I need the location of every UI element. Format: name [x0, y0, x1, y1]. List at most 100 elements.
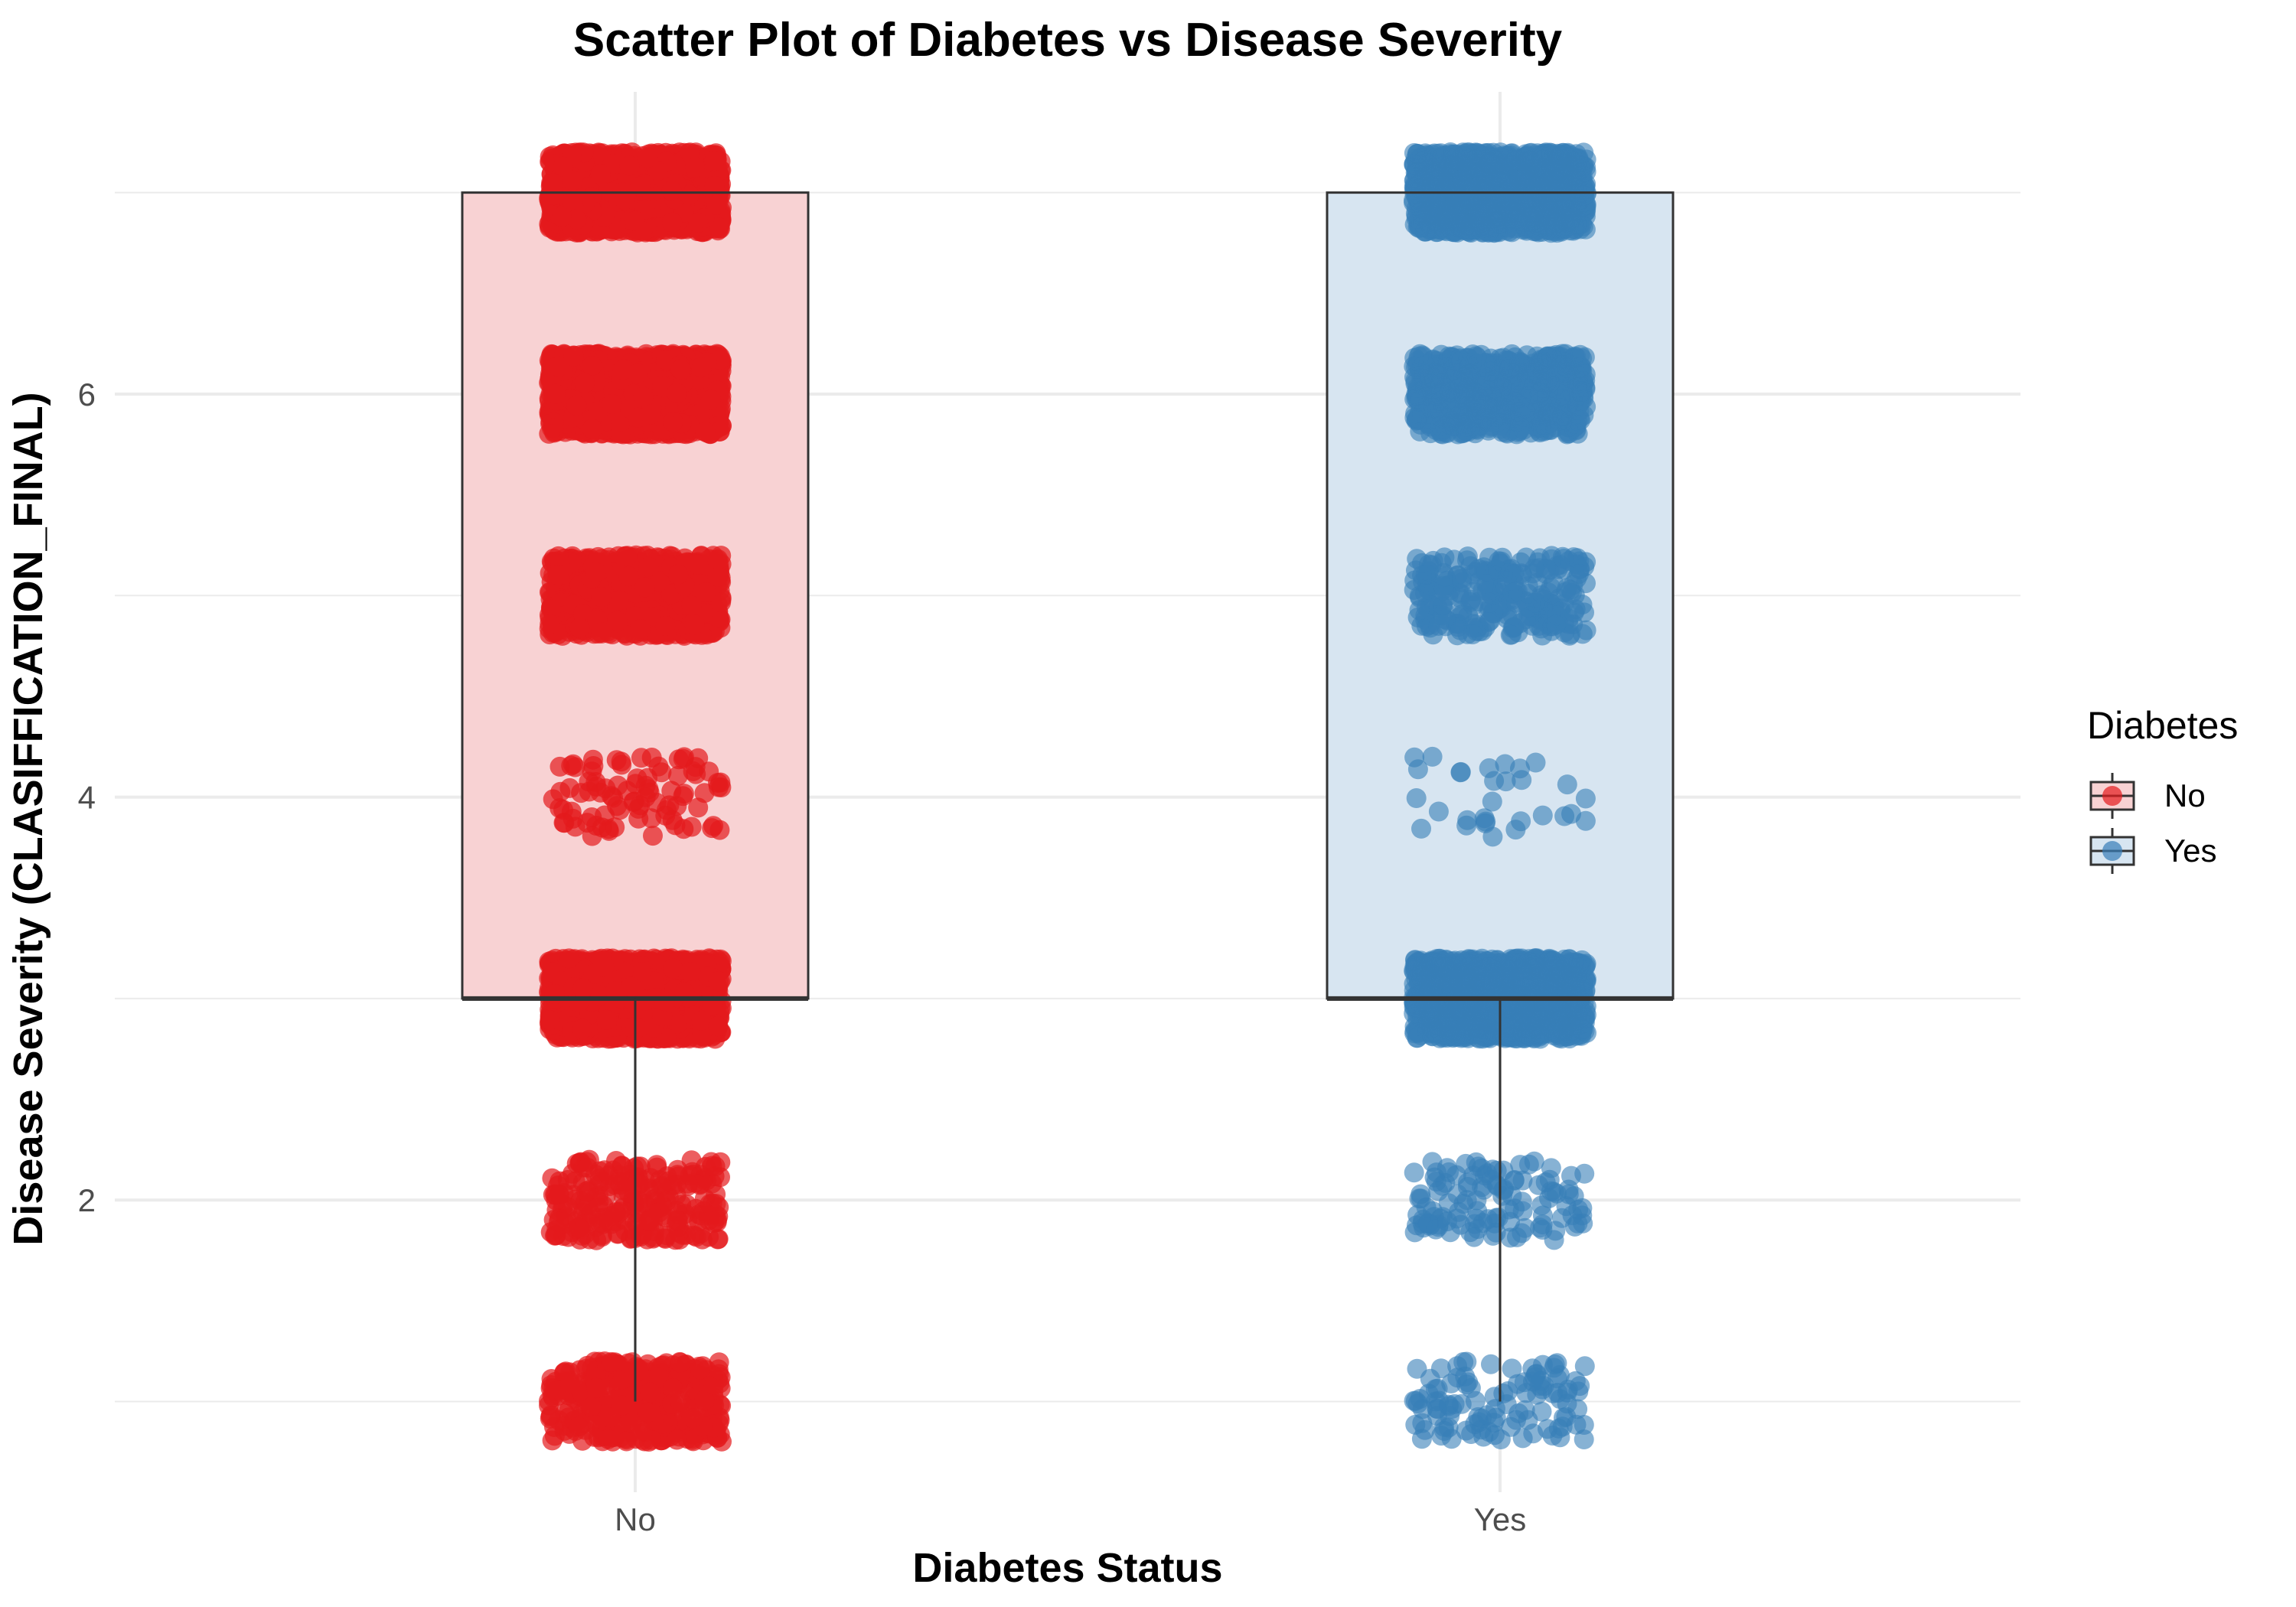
- data-point: [647, 1157, 667, 1178]
- data-point: [708, 1359, 729, 1380]
- data-point: [680, 962, 701, 983]
- data-point: [591, 587, 612, 608]
- data-point: [663, 958, 683, 979]
- data-point: [632, 1421, 653, 1442]
- data-point: [668, 564, 689, 585]
- data-point: [648, 1367, 669, 1388]
- data-point: [640, 404, 660, 425]
- data-point: [638, 556, 659, 577]
- data-point: [566, 395, 587, 416]
- data-point: [559, 948, 579, 969]
- data-point: [688, 554, 709, 575]
- data-point: [569, 618, 590, 638]
- data-point: [637, 1403, 657, 1423]
- data-point: [586, 816, 607, 836]
- data-point: [544, 984, 565, 1004]
- data-point: [572, 978, 593, 999]
- data-point: [540, 614, 560, 634]
- data-point: [633, 386, 654, 407]
- data-point: [540, 1408, 560, 1429]
- data-point: [559, 1373, 580, 1393]
- data-point: [670, 1391, 690, 1412]
- data-point: [708, 1016, 729, 1036]
- data-point: [656, 1208, 677, 1228]
- data-point: [691, 357, 712, 378]
- data-point: [681, 595, 702, 616]
- data-point: [549, 356, 569, 376]
- data-point: [708, 971, 729, 992]
- data-point: [631, 619, 651, 639]
- data-point: [550, 756, 570, 777]
- data-point: [710, 772, 731, 793]
- data-point: [582, 419, 602, 439]
- data-point: [643, 826, 663, 846]
- data-point: [673, 784, 694, 804]
- data-point: [583, 756, 604, 776]
- data-point: [618, 566, 639, 587]
- data-point: [574, 373, 595, 393]
- data-point: [611, 751, 631, 772]
- data-point: [688, 797, 709, 818]
- data-point: [548, 565, 569, 585]
- data-point: [656, 1191, 677, 1212]
- data-point: [689, 1211, 709, 1232]
- data-point: [553, 813, 574, 833]
- data-point: [707, 1210, 727, 1231]
- data-point: [667, 383, 687, 403]
- data-point: [667, 1429, 687, 1450]
- data-point: [577, 1157, 598, 1178]
- data-point: [673, 747, 694, 768]
- data-point: [600, 1407, 621, 1428]
- data-point: [601, 1351, 621, 1372]
- data-point: [585, 562, 606, 582]
- data-point: [598, 1429, 618, 1449]
- data-point: [628, 1360, 649, 1380]
- data-point: [617, 781, 638, 801]
- data-point: [655, 616, 676, 636]
- data-point: [634, 577, 655, 598]
- data-point: [644, 1227, 664, 1247]
- data-point: [694, 1390, 715, 1410]
- data-point: [576, 1181, 597, 1201]
- data-point: [616, 1431, 637, 1452]
- data-point: [596, 1009, 617, 1030]
- data-point: [657, 800, 677, 820]
- data-point: [703, 1374, 724, 1395]
- jitter-points: [539, 142, 1596, 1452]
- data-point: [602, 394, 622, 414]
- data-point: [681, 817, 702, 837]
- data-point: [617, 546, 638, 566]
- data-point: [609, 1201, 630, 1222]
- data-point: [548, 1211, 569, 1232]
- data-point: [700, 390, 721, 410]
- data-point: [695, 1156, 716, 1177]
- data-point: [571, 783, 592, 804]
- data-point: [581, 1397, 602, 1417]
- data-point: [690, 1359, 710, 1380]
- data-point: [594, 957, 615, 977]
- data-point: [591, 622, 612, 643]
- data-point: [663, 412, 683, 432]
- data-point: [612, 1369, 633, 1390]
- data-point: [708, 549, 729, 569]
- data-point: [585, 1217, 606, 1237]
- data-point: [695, 422, 716, 442]
- data-point: [540, 1010, 560, 1031]
- data-point: [586, 1377, 607, 1398]
- data-point: [670, 1352, 690, 1373]
- data-point: [640, 1382, 660, 1403]
- data-point: [639, 782, 660, 803]
- data-point: [563, 1163, 582, 1184]
- grid: [115, 92, 2020, 1492]
- data-point: [639, 1211, 660, 1231]
- data-point: [641, 748, 662, 768]
- data-point: [622, 1178, 642, 1198]
- data-point: [628, 363, 648, 384]
- data-point: [607, 611, 628, 631]
- series-no: [539, 142, 732, 1452]
- data-point: [545, 383, 566, 404]
- data-point: [568, 1416, 589, 1437]
- data-point: [682, 1429, 703, 1450]
- data-point: [670, 359, 691, 380]
